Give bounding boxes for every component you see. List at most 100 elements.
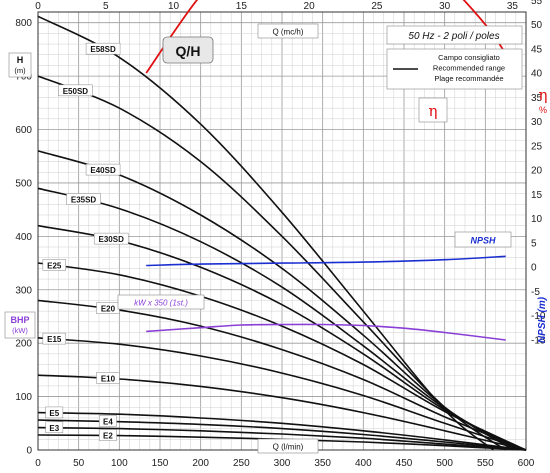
x-bottom-tick-label: 0 (35, 458, 41, 469)
curve-label-e10: E10 (101, 374, 116, 383)
x-bottom-tick-label: 250 (233, 458, 250, 469)
power-label-box (117, 294, 205, 310)
y-left-label-box (8, 52, 32, 78)
hq-curve-e35sd (37, 187, 519, 451)
curve-label-box (66, 193, 101, 205)
npsh-label-box (454, 231, 512, 248)
y-right-tick-label: 50 (531, 20, 543, 31)
curve-label-box (42, 332, 66, 345)
power-callout: kW x 350 (1st.) (134, 299, 188, 308)
curve-label-box (45, 421, 64, 434)
y-right-tick-label: -10 (531, 311, 546, 322)
eta-axis-symbol: η (539, 86, 548, 104)
y-right-tick-label: 55 (531, 0, 543, 7)
eta-axis-unit: % (539, 105, 547, 115)
y-right-tick-label: 20 (531, 166, 543, 177)
hq-curve-e4 (37, 419, 527, 451)
y-right-tick-label: 40 (531, 69, 543, 80)
x-top-tick-label: 20 (304, 1, 316, 12)
hq-curve-e25 (37, 262, 527, 451)
x-bottom-tick-label: 50 (73, 458, 85, 469)
bhp-axis-label: BHP (10, 315, 29, 325)
curve-label-e58sd: E58SD (90, 45, 116, 54)
chart-subtitle: 50 Hz - 2 poli / poles (408, 31, 499, 42)
curve-label-box (42, 259, 66, 271)
x-top-tick-label: 5 (103, 1, 109, 12)
y-left-tick-label: 100 (15, 392, 32, 403)
curve-label-e50sd: E50SD (63, 87, 89, 96)
y-left-tick-label: 500 (15, 178, 32, 189)
x-top-tick-label: 30 (439, 1, 451, 12)
x-top-label-box (257, 23, 319, 39)
x-bottom-tick-label: 450 (396, 458, 413, 469)
legend-text-line: Campo consigliato (438, 53, 500, 62)
curve-label-box (45, 406, 64, 419)
y-right-tick-label: 5 (531, 238, 537, 249)
curve-label-e20: E20 (101, 305, 116, 314)
annotation-layer: Q/H Q (mc/h) Q (l/min) 50 Hz - 2 poli / pol… (4, 23, 548, 454)
label-layer: E58SD E50SD E40SD E35SD E30SD E25 E20 E15 E10 E5 E… (42, 42, 129, 441)
y-left-tick-label: 400 (15, 232, 32, 243)
curve-label-e2: E2 (103, 432, 113, 441)
x-top-tick-label: 0 (35, 1, 41, 12)
hq-curve-e3 (37, 426, 527, 451)
y-left-tick-label: 0 (26, 446, 32, 457)
y-right-tick-label: 10 (531, 214, 543, 225)
y-left-axis-unit: (m) (14, 66, 26, 75)
curve-label-e40sd: E40SD (90, 166, 116, 175)
bhp-axis-unit: (kW) (12, 326, 28, 335)
x-bottom-tick-label: 100 (111, 458, 128, 469)
title-box (162, 36, 214, 64)
y-left-tick-label: 200 (15, 339, 32, 350)
hq-curve-e15 (37, 337, 527, 451)
curve-label-e3: E3 (49, 424, 59, 433)
hq-curve-e5 (37, 411, 527, 451)
x-bottom-label-box (257, 438, 319, 454)
curve-label-box (85, 42, 121, 55)
power-curve (146, 323, 506, 341)
chart-title: Q/H (176, 43, 201, 59)
npsh-callout: NPSH (470, 236, 496, 246)
x-bottom-tick-label: 600 (518, 458, 535, 469)
x-bottom-axis-label: Q (l/min) (273, 443, 304, 452)
x-top-axis-label: Q (mc/h) (272, 28, 303, 37)
curve-label-e25: E25 (47, 261, 62, 270)
curve-label-box (99, 415, 117, 427)
curve-label-box (58, 84, 93, 97)
y-right-tick-label: 45 (531, 44, 543, 55)
npsh-axis-label: NPSH (m) (537, 296, 548, 343)
x-top-tick-label: 35 (507, 1, 519, 12)
y-left-tick-label: 800 (15, 18, 32, 29)
x-bottom-tick-label: 550 (477, 458, 494, 469)
y-right-tick-label: -5 (531, 287, 540, 298)
x-top-tick-label: 10 (168, 1, 180, 12)
x-bottom-tick-label: 300 (274, 458, 291, 469)
x-top-tick-label: 25 (371, 1, 383, 12)
y-left-tick-label: 600 (15, 125, 32, 136)
eta-callout: η (429, 102, 438, 120)
legend-text-line: Recommended range (433, 64, 505, 73)
curve-label-box (93, 232, 129, 245)
y-right-tick-label: 25 (531, 141, 543, 152)
x-bottom-tick-label: 200 (192, 458, 209, 469)
curve-label-e4: E4 (103, 417, 113, 426)
y-right-tick-label: -15 (531, 335, 546, 346)
x-bottom-tick-label: 500 (436, 458, 453, 469)
y-right-tick-label: 30 (531, 117, 543, 128)
y-left-axis-label: H (17, 55, 24, 65)
curve-label-box (96, 372, 120, 384)
x-bottom-tick-label: 350 (314, 458, 331, 469)
subtitle-box (386, 25, 523, 45)
y-right-tick-label: 0 (531, 263, 537, 274)
x-bottom-tick-label: 150 (152, 458, 169, 469)
curve-label-box (99, 429, 117, 441)
y-right-tick-label: 35 (531, 93, 543, 104)
efficiency-curve (145, 0, 507, 74)
eta-callout-box (418, 97, 448, 123)
curve-label-e35sd: E35SD (71, 196, 97, 205)
y-left-tick-label: 300 (15, 285, 32, 296)
legend-text-line: Plage recommandée (434, 74, 503, 83)
curve-label-box (85, 163, 121, 176)
